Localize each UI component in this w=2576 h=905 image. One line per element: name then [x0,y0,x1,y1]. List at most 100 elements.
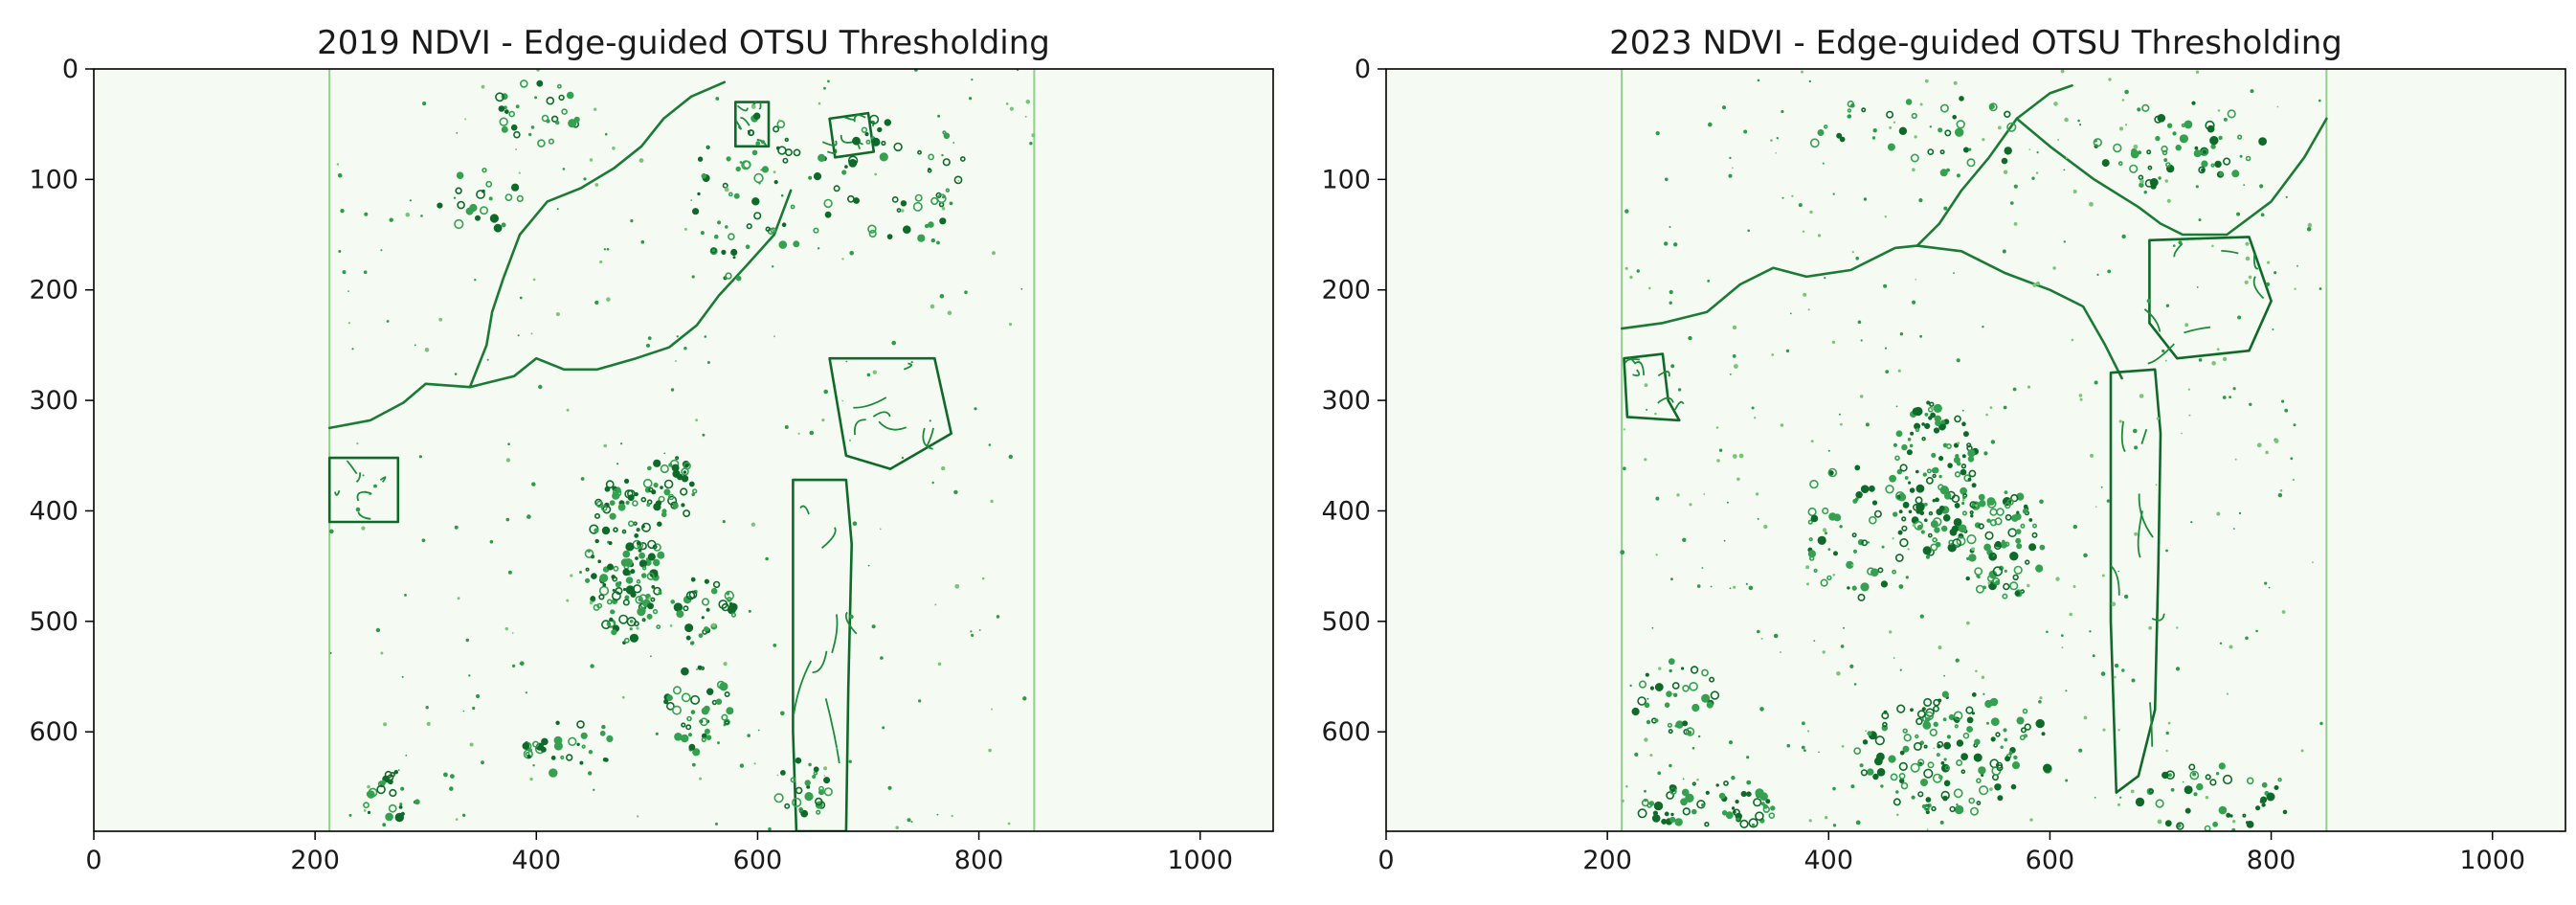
patch-inner-edge [1624,358,1641,364]
speckle [1912,407,1920,416]
patch-inner-edge [758,102,762,110]
speckle [1655,496,1660,501]
speckle [1748,585,1754,591]
speckle [2019,735,2026,741]
speckle [657,521,662,527]
speckle [930,304,935,309]
patch-inner-edge [826,148,838,154]
speckle [2072,524,2077,530]
speckle [1654,718,1659,723]
speckle [704,578,710,584]
speckle [821,419,825,422]
speckle [1901,525,1908,532]
speckle [622,599,630,606]
speckle [591,554,595,559]
speckle [1960,464,1967,469]
river-edge [327,189,793,430]
speckle [1732,167,1734,170]
speckle [1747,229,1750,233]
speckle [2057,139,2059,141]
speckle [2031,176,2035,180]
speckle [2039,696,2043,700]
speckle [691,488,698,494]
speckle [2148,788,2154,794]
speckle [728,233,735,240]
speckle [732,256,736,260]
speckle [724,187,729,192]
speckle [493,223,503,233]
speckle [868,229,877,238]
speckle [1932,466,1939,474]
speckle [650,597,656,602]
speckle [2079,397,2083,401]
speckle [1802,230,1805,233]
speckle [1831,340,1836,344]
patch-inner-edge [357,511,371,520]
speckle [1894,554,1904,562]
speckle [1943,674,1945,677]
speckle [2024,723,2031,731]
speckle [594,183,599,187]
speckle [1954,804,1964,815]
speckle [814,797,823,806]
speckle [562,168,566,170]
speckle [1896,468,1903,475]
speckle [648,486,654,493]
speckle [617,503,626,511]
speckle [730,248,738,257]
speckle [566,408,570,412]
speckle [576,720,585,729]
speckle [663,452,666,455]
speckle [724,590,734,601]
speckle [565,754,573,761]
speckle [688,481,695,487]
speckle [1871,500,1878,506]
speckle [1971,712,1975,715]
speckle [1915,427,1920,433]
axes-frame [1385,68,2566,832]
speckle [2003,170,2008,174]
speckle [2187,388,2190,391]
speckle [1736,477,1740,482]
speckle [1673,242,1678,247]
speckle [1832,786,1836,791]
speckle [1968,147,1972,151]
speckle [2093,138,2103,147]
speckle [2158,176,2162,180]
speckle [629,633,639,643]
speckle [1927,148,1935,155]
speckle [1940,525,1948,532]
speckle [2035,564,2044,573]
speckle [2284,408,2289,413]
speckle [2016,716,2025,725]
speckle [1933,403,1942,414]
speckle [606,599,613,605]
speckle [671,464,680,472]
speckle [884,119,891,126]
speckle [1996,508,2005,516]
axes-frame [93,68,1274,832]
speckle [681,722,686,728]
speckle [2218,135,2223,141]
speckle [784,425,789,429]
speckle [2015,537,2022,544]
speckle [1847,108,1852,113]
speckle [2065,779,2069,782]
speckle [638,549,642,553]
speckle [660,464,669,474]
speckle [1952,115,1957,120]
speckle [636,578,641,584]
speckle [2149,178,2159,188]
speckle [1805,565,1810,570]
speckle [1644,737,1648,742]
speckle [752,112,761,120]
speckle [2268,586,2271,589]
speckle [937,662,942,667]
speckle [1832,574,1836,577]
speckle [1785,349,1790,353]
speckle [1974,567,1983,576]
speckle [1910,708,1914,713]
speckle [1884,215,1888,218]
speckle [526,514,531,519]
speckle [1754,417,1757,419]
